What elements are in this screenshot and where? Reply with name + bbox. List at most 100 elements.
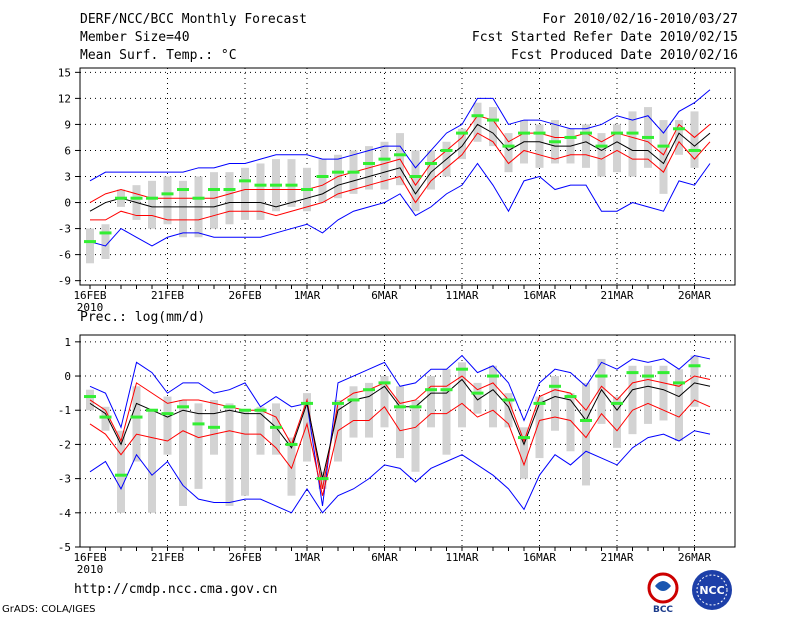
- temp-xtick-label: 21MAR: [600, 289, 633, 302]
- prec-median-mark: [146, 408, 158, 412]
- temp-median-mark: [549, 140, 561, 144]
- temp-ytick-label: 3: [64, 171, 71, 184]
- prec-median-mark: [161, 412, 174, 416]
- prec-range-box: [241, 410, 249, 496]
- temp-range-box: [225, 172, 234, 225]
- prec-ytick-label: -5: [58, 541, 71, 554]
- prec-range-box: [659, 365, 668, 421]
- prec-median-mark: [254, 408, 267, 412]
- forecast-produced-date: Fcst Produced Date 2010/02/16: [511, 48, 738, 63]
- temp-median-mark: [518, 131, 530, 135]
- prec-xtick-label: 16MAR: [523, 551, 556, 564]
- prec-range-box: [303, 393, 311, 462]
- temp-range-box: [163, 176, 172, 225]
- temp-range-box: [690, 111, 699, 168]
- prec-frame: [79, 334, 736, 548]
- temp-median-mark: [99, 231, 112, 235]
- prec-range-box: [163, 396, 172, 455]
- temp-median-mark: [657, 144, 670, 148]
- prec-range-box: [287, 437, 296, 496]
- website-url[interactable]: http://cmdp.ncc.cma.gov.cn: [74, 582, 278, 597]
- prec-ytick-label: 0: [64, 370, 71, 383]
- prec-range-box: [365, 382, 373, 438]
- chart-title: DERF/NCC/BCC Monthly Forecast: [80, 12, 307, 27]
- temp-median-mark: [301, 188, 313, 192]
- prec-range-box: [613, 396, 621, 448]
- prec-median-mark: [223, 405, 236, 409]
- temp-range-box: [504, 133, 513, 173]
- temp-range-box: [256, 163, 265, 220]
- prec-ytick-label: -1: [58, 404, 71, 417]
- prec-median-mark: [487, 374, 499, 378]
- temp-range-box: [86, 228, 94, 264]
- prec-range-box: [117, 430, 125, 513]
- prec-range-box: [427, 376, 435, 428]
- temp-xtick-label: 11MAR: [445, 289, 478, 302]
- temp-median-mark: [239, 179, 251, 183]
- temp-median-mark: [177, 188, 189, 192]
- temp-median-mark: [208, 188, 220, 192]
- prec-median-mark: [549, 384, 561, 388]
- prec-xtick-label: 11MAR: [445, 551, 478, 564]
- temp-range-box: [659, 120, 668, 194]
- prec-median-mark: [425, 388, 437, 392]
- temp-range-box: [489, 107, 497, 147]
- prec-range-box: [690, 355, 699, 407]
- prec-range-box: [535, 396, 544, 459]
- prec-range-box: [411, 399, 420, 472]
- temp-range-box: [210, 172, 218, 229]
- temp-median-mark: [564, 135, 577, 139]
- prec-xtick-label: 21FEB: [151, 551, 184, 564]
- prec-median-mark: [192, 422, 205, 426]
- temp-range-box: [535, 124, 544, 168]
- prec-median-mark: [518, 436, 530, 440]
- precipitation-label: Prec.: log(mm/d): [80, 310, 206, 325]
- prec-upper-line: [89, 375, 711, 489]
- prec-lower-line: [89, 399, 711, 496]
- temp-median-mark: [409, 175, 422, 178]
- prec-median-mark: [611, 401, 623, 405]
- prec-median-mark: [595, 374, 608, 378]
- temp-range-box: [582, 124, 590, 168]
- temp-xtick-label: 26FEB: [228, 289, 261, 302]
- prec-ytick-label: -4: [58, 507, 72, 520]
- bcc-logo-text: BCC: [653, 605, 673, 614]
- temp-ytick-label: -6: [58, 249, 71, 262]
- prec-range-box: [396, 386, 404, 459]
- temp-median-mark: [626, 131, 639, 135]
- prec-range-box: [132, 386, 141, 462]
- prec-range-box: [225, 403, 234, 506]
- temp-ytick-label: 12: [58, 92, 71, 105]
- temp-median-mark: [316, 175, 329, 178]
- prec-median-mark: [471, 391, 484, 395]
- temp-ytick-label: -9: [58, 275, 71, 288]
- temp-median-mark: [332, 170, 344, 174]
- temp-range-box: [411, 150, 420, 212]
- prec-range-box: [551, 376, 559, 431]
- prec-range-box: [628, 365, 637, 435]
- prec-median-mark: [657, 371, 670, 375]
- prec-range-box: [582, 382, 590, 486]
- temp-ytick-label: 6: [64, 144, 71, 157]
- temp-range-box: [628, 111, 637, 177]
- temp-median-mark: [192, 196, 205, 200]
- temp-range-box: [613, 124, 621, 173]
- temp-ytick-label: 15: [58, 66, 71, 79]
- temp-lower-line: [90, 132, 711, 221]
- prec-median-mark: [270, 425, 282, 429]
- temp-ytick-label: 0: [64, 197, 71, 210]
- prec-median-mark: [115, 473, 127, 477]
- temp-xtick-label: 16FEB: [73, 289, 106, 302]
- temp-ytick-label: 9: [64, 118, 71, 131]
- temp-xtick-label: 26MAR: [678, 289, 711, 302]
- prec-range-box: [148, 410, 156, 513]
- prec-xtick-label: 1MAR: [294, 551, 321, 564]
- prec-range-box: [318, 471, 327, 489]
- temp-median-mark: [642, 135, 654, 139]
- temp-median-mark: [425, 161, 437, 165]
- prec-median-mark: [130, 415, 143, 419]
- prec-median-mark: [84, 395, 96, 399]
- temp-median-mark: [502, 144, 515, 148]
- prec-median-mark: [285, 442, 298, 446]
- prec-range-box: [473, 382, 482, 414]
